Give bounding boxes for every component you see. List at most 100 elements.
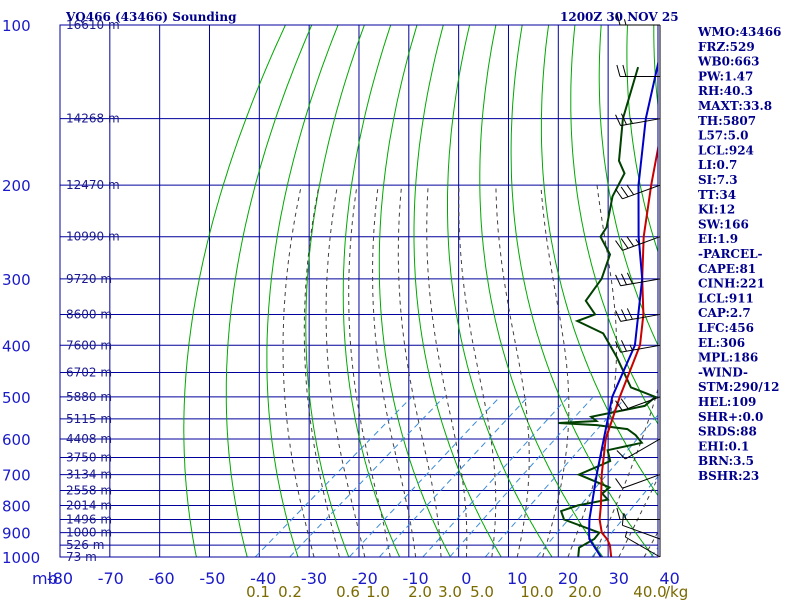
mixing-ratio-label: 3.0 <box>438 583 462 600</box>
moist-adiabat <box>348 185 391 557</box>
mixing-ratio-line <box>484 396 627 557</box>
moist-adiabat <box>397 185 442 557</box>
wind-barb-half-flag <box>623 19 627 26</box>
wind-barb-flag <box>620 273 627 285</box>
temperature-tick-label: -20 <box>352 569 378 588</box>
mixing-ratio-label: 5.0 <box>470 583 494 600</box>
mixing-ratio-label: 40.0 <box>633 583 666 600</box>
index-entry: EI:1.9 <box>698 232 738 246</box>
wind-barb-flag <box>615 274 622 286</box>
wind-barb <box>622 236 661 251</box>
index-entry: PW:1.47 <box>698 69 753 83</box>
height-labels: 16610 m 14268 m 12470 m 10990 m 9720 m 8600 m… <box>66 18 120 564</box>
moist-adiabat <box>458 185 497 557</box>
wind-barb-flag <box>616 64 621 77</box>
temperature-tick-label: 30 <box>609 569 629 588</box>
wind-barb-flag <box>622 64 627 77</box>
index-entry: -PARCEL- <box>698 247 763 261</box>
height-label: 8600 m <box>66 307 112 321</box>
pressure-axis-labels: 100 200 300 400 500 600 700 800 900 1000 <box>2 17 40 567</box>
index-entry: WMO:43466 <box>697 25 781 39</box>
pressure-label: 300 <box>2 271 31 289</box>
temperature-tick-label: 10 <box>507 569 527 588</box>
index-entry: CAPE:81 <box>698 262 756 276</box>
wind-barb-half-flag <box>624 531 628 538</box>
index-entry: BRN:3.5 <box>698 454 754 468</box>
wind-barb-flag <box>615 188 623 200</box>
mixing-ratio-line <box>348 396 501 557</box>
wind-barb-flag <box>615 400 623 411</box>
index-entry: MPL:186 <box>698 351 758 365</box>
index-entry: STM:290/12 <box>698 380 779 394</box>
temperature-tick-label: 40 <box>659 569 679 588</box>
wind-barb-flag <box>620 186 629 198</box>
pressure-label: 800 <box>2 497 31 515</box>
height-label: 526 m <box>66 538 104 552</box>
temperature-tick-label: -40 <box>250 569 276 588</box>
parcel-trace <box>588 59 658 557</box>
dewpoint-trace <box>558 66 658 557</box>
pressure-label: 1000 <box>2 549 40 567</box>
wind-barb <box>625 438 661 460</box>
index-entry: SRDS:88 <box>698 425 757 439</box>
wind-barb-flag <box>615 310 622 322</box>
wind-barb-flag <box>615 478 623 489</box>
index-entry: MAXT:33.8 <box>698 99 772 113</box>
dry-adiabat <box>626 25 658 254</box>
mixing-ratio-label: 0.6 <box>336 583 360 600</box>
moist-adiabat <box>325 185 366 557</box>
pressure-label: 900 <box>2 525 31 543</box>
height-label: 73 m <box>66 550 97 564</box>
height-label: 5880 m <box>66 390 112 404</box>
wind-barb-half-flag <box>629 344 633 351</box>
height-label: 2014 m <box>66 498 112 512</box>
wind-barb <box>622 184 661 200</box>
chart-title: VQ466 (43466) Sounding <box>65 10 237 24</box>
dry-adiabat <box>266 25 339 557</box>
index-entry: EL:306 <box>698 336 745 350</box>
height-label: 6702 m <box>66 366 112 380</box>
height-label: 14268 m <box>66 112 120 126</box>
wind-barb <box>625 536 661 558</box>
pressure-label: 600 <box>2 431 31 449</box>
wind-barb-flag <box>620 238 629 249</box>
wind-barb-flag <box>626 236 635 247</box>
temperature-tick-label: -80 <box>47 569 73 588</box>
mixing-ratio-label: 2.0 <box>408 583 432 600</box>
temperature-tick-label: -60 <box>149 569 175 588</box>
index-entry: CAP:2.7 <box>698 306 751 320</box>
pressure-label: 700 <box>2 467 31 485</box>
mixing-ratio-label: 10.0 <box>520 583 553 600</box>
wind-barb-flag <box>615 240 623 251</box>
plot-border <box>59 24 659 558</box>
dry-adiabat <box>225 25 313 557</box>
wind-barb <box>622 474 661 489</box>
temperature-tick-label: -30 <box>301 569 327 588</box>
dry-adiabat <box>598 25 658 347</box>
height-label: 5115 m <box>66 412 112 426</box>
temperature-tick-label: -50 <box>199 569 225 588</box>
index-entry: TH:5807 <box>698 114 756 128</box>
index-entry: SW:166 <box>698 217 749 231</box>
index-entry: LCL:924 <box>698 143 754 157</box>
wind-barb-flag <box>616 450 626 460</box>
index-entry: LI:0.7 <box>698 158 737 172</box>
index-entry: KI:12 <box>698 203 735 217</box>
chart-time: 1200Z 30 NOV 25 <box>560 10 679 24</box>
dry-adiabat <box>183 25 286 557</box>
wind-barb <box>620 118 661 127</box>
temperature-tick-label: 0 <box>461 569 471 588</box>
dry-adiabat <box>479 25 604 557</box>
moist-adiabat <box>426 185 468 557</box>
index-entry: BSHR:23 <box>698 469 759 483</box>
wind-barb-flag <box>626 184 635 196</box>
index-entry: FRZ:529 <box>698 40 755 54</box>
index-entry: SI:7.3 <box>698 173 738 187</box>
wind-barb-flag <box>626 272 633 284</box>
height-label: 9720 m <box>66 272 112 286</box>
height-label: 12470 m <box>66 178 120 192</box>
wind-barb-flag <box>616 13 621 26</box>
pressure-label: 400 <box>2 337 31 355</box>
index-entry: LFC:456 <box>698 321 754 335</box>
